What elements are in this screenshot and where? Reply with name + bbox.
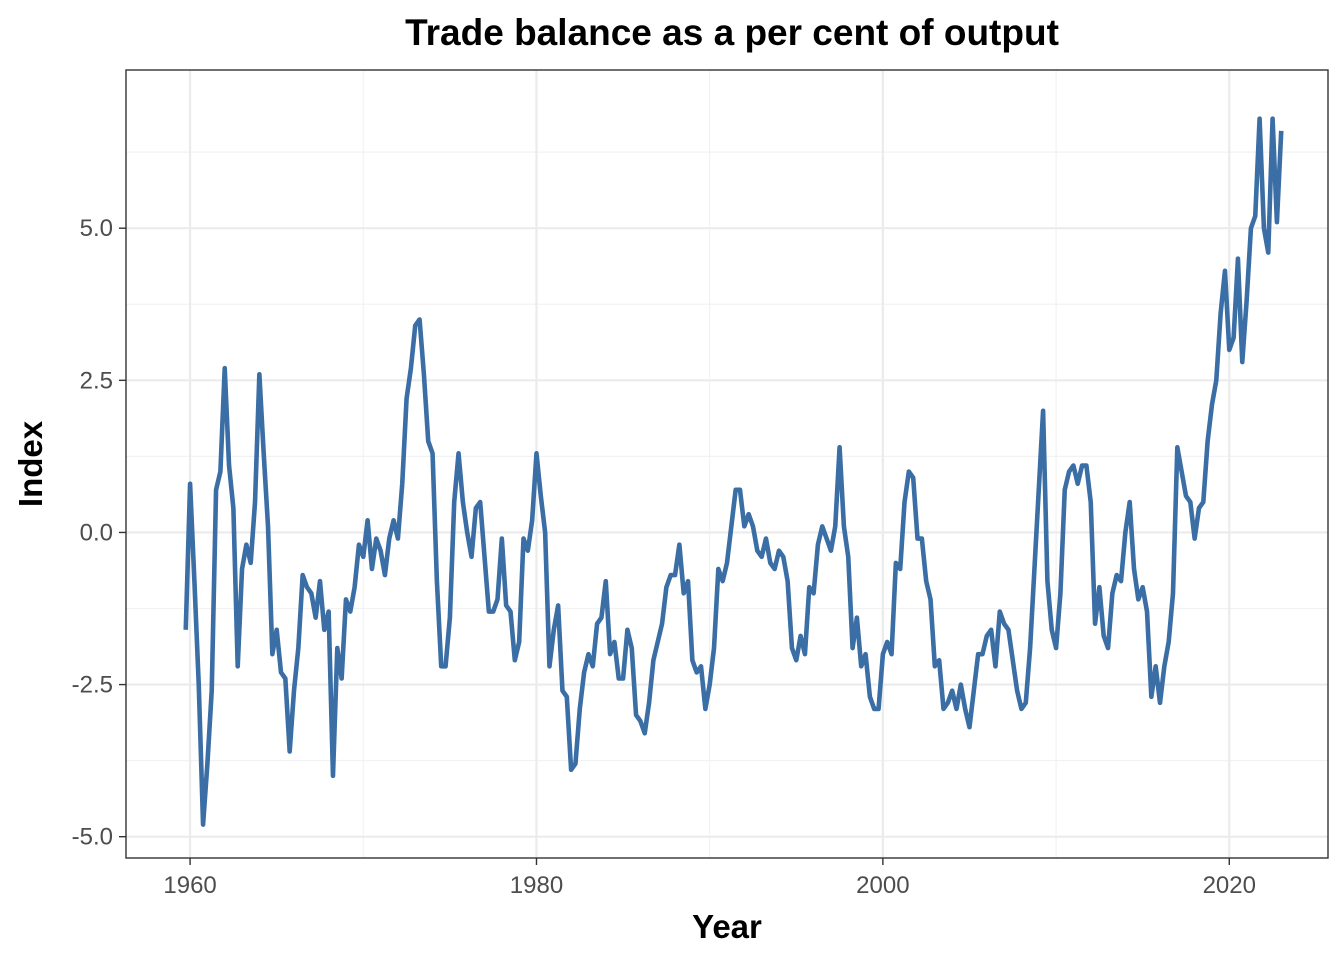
y-tick-label: 0.0 <box>80 519 113 546</box>
x-axis-title: Year <box>692 908 762 945</box>
y-tick-label: -2.5 <box>72 672 113 699</box>
series-line <box>183 116 1284 827</box>
y-tick-label: 2.5 <box>80 367 113 394</box>
x-tick-label: 2000 <box>856 872 909 899</box>
chart-title: Trade balance as a per cent of output <box>405 12 1059 53</box>
x-tick-label: 2020 <box>1203 872 1256 899</box>
x-axis: 1960 1980 2000 2020 <box>163 858 1256 899</box>
y-axis: -5.0 -2.5 0.0 2.5 5.0 <box>72 215 126 851</box>
x-tick-label: 1980 <box>510 872 563 899</box>
x-tick-label: 1960 <box>163 872 216 899</box>
series-group <box>183 116 1284 827</box>
y-tick-label: 5.0 <box>80 215 113 242</box>
grid <box>126 70 1328 858</box>
plot-panel <box>125 69 1329 859</box>
y-tick-label: -5.0 <box>72 824 113 851</box>
y-axis-title: Index <box>12 420 49 507</box>
